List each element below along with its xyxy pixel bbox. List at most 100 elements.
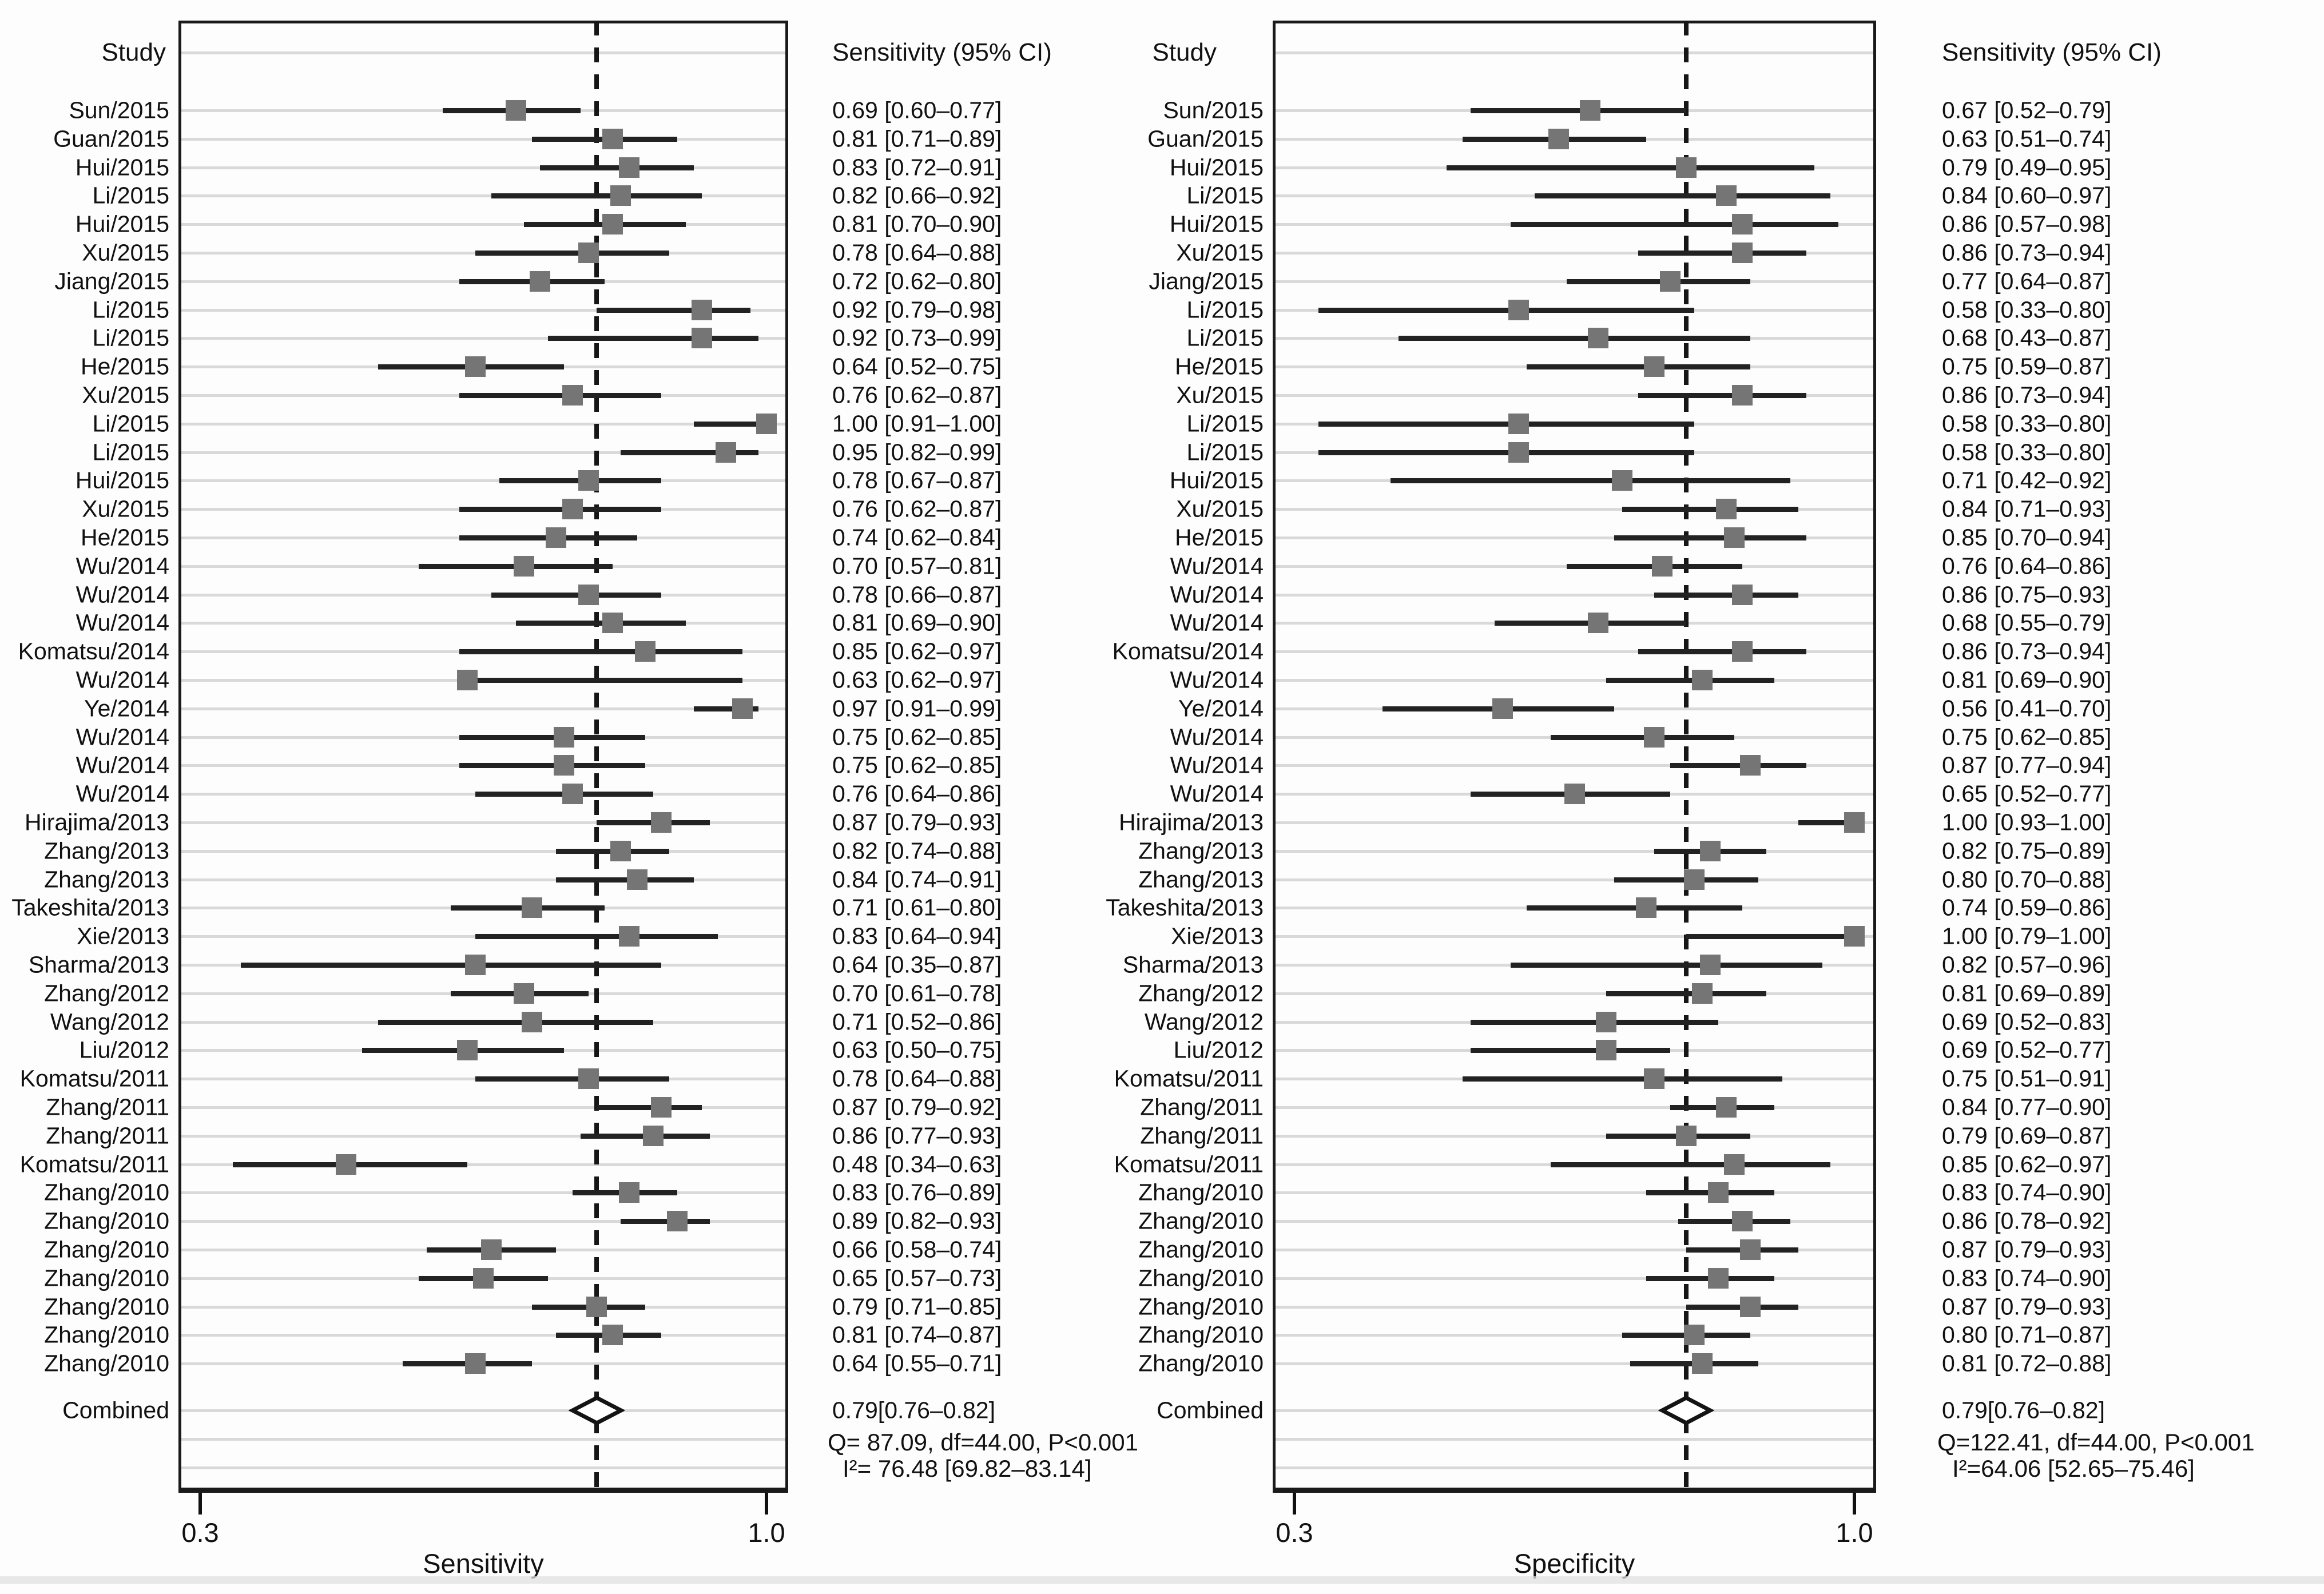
axis-tick: [1293, 1493, 1296, 1515]
value-label: 1.00 [0.91–1.00]: [832, 410, 1002, 437]
value-label: 0.58 [0.33–0.80]: [1942, 410, 2112, 437]
value-label: 0.81 [0.69–0.90]: [1942, 666, 2112, 693]
ci-line: [1318, 450, 1695, 455]
study-label: Li/2015: [92, 439, 169, 466]
effect-square: [562, 385, 583, 406]
effect-square: [1732, 1211, 1753, 1232]
study-label: Jiang/2015: [54, 268, 169, 295]
effect-square: [464, 955, 486, 975]
value-label: 0.74 [0.62–0.84]: [832, 524, 1002, 551]
effect-square: [578, 470, 599, 491]
effect-square: [691, 328, 712, 349]
effect-square: [1724, 527, 1745, 548]
study-label: Sharma/2013: [28, 951, 169, 978]
value-label: 0.76 [0.64–0.86]: [1942, 552, 2112, 579]
ci-line: [540, 165, 694, 170]
study-label: He/2015: [80, 353, 169, 380]
study-label: Hui/2015: [75, 467, 169, 494]
effect-square: [1844, 812, 1865, 833]
value-label: 0.86 [0.73–0.94]: [1942, 239, 2112, 266]
row-guideline: [181, 878, 785, 881]
value-label: 0.66 [0.58–0.74]: [832, 1236, 1002, 1263]
study-label: Zhang/2010: [44, 1350, 169, 1377]
value-label: 0.75 [0.62–0.85]: [1942, 724, 2112, 750]
axis-title: Sensitivity: [423, 1548, 544, 1579]
effect-square: [1732, 243, 1753, 263]
effect-square: [634, 641, 656, 662]
value-label: 0.92 [0.73–0.99]: [832, 324, 1002, 351]
ci-line: [1638, 649, 1807, 655]
value-label: 0.58 [0.33–0.80]: [1942, 296, 2112, 323]
value-label: 0.70 [0.61–0.78]: [832, 980, 1002, 1007]
study-label: Li/2015: [92, 182, 169, 209]
effect-square: [1708, 1182, 1729, 1203]
effect-square: [1564, 784, 1585, 805]
study-label: He/2015: [80, 524, 169, 551]
effect-square: [602, 128, 623, 149]
row-guideline: [1276, 821, 1873, 824]
study-label: Hui/2015: [75, 210, 169, 237]
value-label: 0.64 [0.52–0.75]: [832, 353, 1002, 380]
row-guideline: [1276, 536, 1873, 539]
effect-square: [1844, 926, 1865, 947]
effect-square: [1644, 1068, 1665, 1090]
row-guideline: [1276, 1249, 1873, 1251]
effect-square: [691, 299, 712, 320]
effect-square: [651, 1097, 672, 1118]
row-guideline: [1276, 51, 1873, 54]
value-label: 0.81 [0.69–0.90]: [832, 609, 1002, 636]
value-label: 0.56 [0.41–0.70]: [1942, 695, 2112, 722]
ci-line: [459, 649, 742, 655]
ci-line: [1550, 1162, 1831, 1167]
row-guideline: [1276, 394, 1873, 397]
effect-square: [1588, 613, 1609, 634]
row-guideline: [181, 593, 785, 597]
study-label: Zhang/2013: [1138, 837, 1264, 864]
value-label: 0.89 [0.82–0.93]: [832, 1207, 1002, 1234]
value-label: 0.83 [0.76–0.89]: [832, 1179, 1002, 1206]
study-label: Ye/2014: [1178, 695, 1264, 722]
value-label: 0.82 [0.57–0.96]: [1942, 951, 2112, 978]
study-label: Zhang/2010: [44, 1179, 169, 1206]
q-statistic: Q=122.41, df=44.00, P<0.001: [1937, 1429, 2255, 1456]
study-label: Wu/2014: [76, 666, 169, 693]
effect-square: [1716, 185, 1737, 206]
row-guideline: [1276, 1334, 1873, 1337]
row-guideline: [1276, 849, 1873, 853]
effect-square: [464, 1353, 486, 1374]
effect-square: [530, 271, 550, 292]
axis-tick-label: 1.0: [748, 1517, 785, 1548]
ci-line: [1566, 279, 1751, 284]
ci-line: [1470, 1048, 1671, 1054]
study-label: Zhang/2012: [44, 980, 169, 1007]
value-label: 0.75 [0.59–0.87]: [1942, 353, 2112, 380]
value-label: 0.65 [0.52–0.77]: [1942, 780, 2112, 807]
value-label: 0.74 [0.59–0.86]: [1942, 894, 2112, 921]
effect-square: [1692, 983, 1713, 1004]
value-label: 0.92 [0.79–0.98]: [832, 296, 1002, 323]
value-label: 0.81 [0.71–0.89]: [832, 125, 1002, 152]
study-label: Takeshita/2013: [11, 894, 169, 921]
ci-line: [1614, 535, 1807, 540]
study-label: Zhang/2013: [44, 866, 169, 893]
study-label: Jiang/2015: [1149, 268, 1264, 295]
row-guideline: [1276, 935, 1873, 939]
row-guideline: [181, 51, 785, 54]
effect-square: [1676, 1125, 1697, 1146]
value-label: 0.69 [0.52–0.77]: [1942, 1036, 2112, 1063]
effect-square: [1644, 726, 1665, 748]
ci-line: [240, 963, 662, 968]
study-label: Li/2015: [92, 324, 169, 351]
ci-line: [459, 734, 645, 740]
effect-square: [1660, 271, 1681, 292]
study-label: Zhang/2013: [44, 837, 169, 864]
study-label: Hirajima/2013: [25, 809, 169, 836]
row-guideline: [181, 1191, 785, 1195]
study-label: Komatsu/2011: [1114, 1065, 1264, 1092]
study-label: Zhang/2010: [1138, 1293, 1264, 1320]
study-label: Takeshita/2013: [1106, 894, 1264, 921]
row-guideline: [181, 1334, 785, 1337]
study-label: Zhang/2010: [1138, 1265, 1264, 1291]
ci-line: [491, 193, 702, 199]
study-label: Wu/2014: [1170, 666, 1264, 693]
